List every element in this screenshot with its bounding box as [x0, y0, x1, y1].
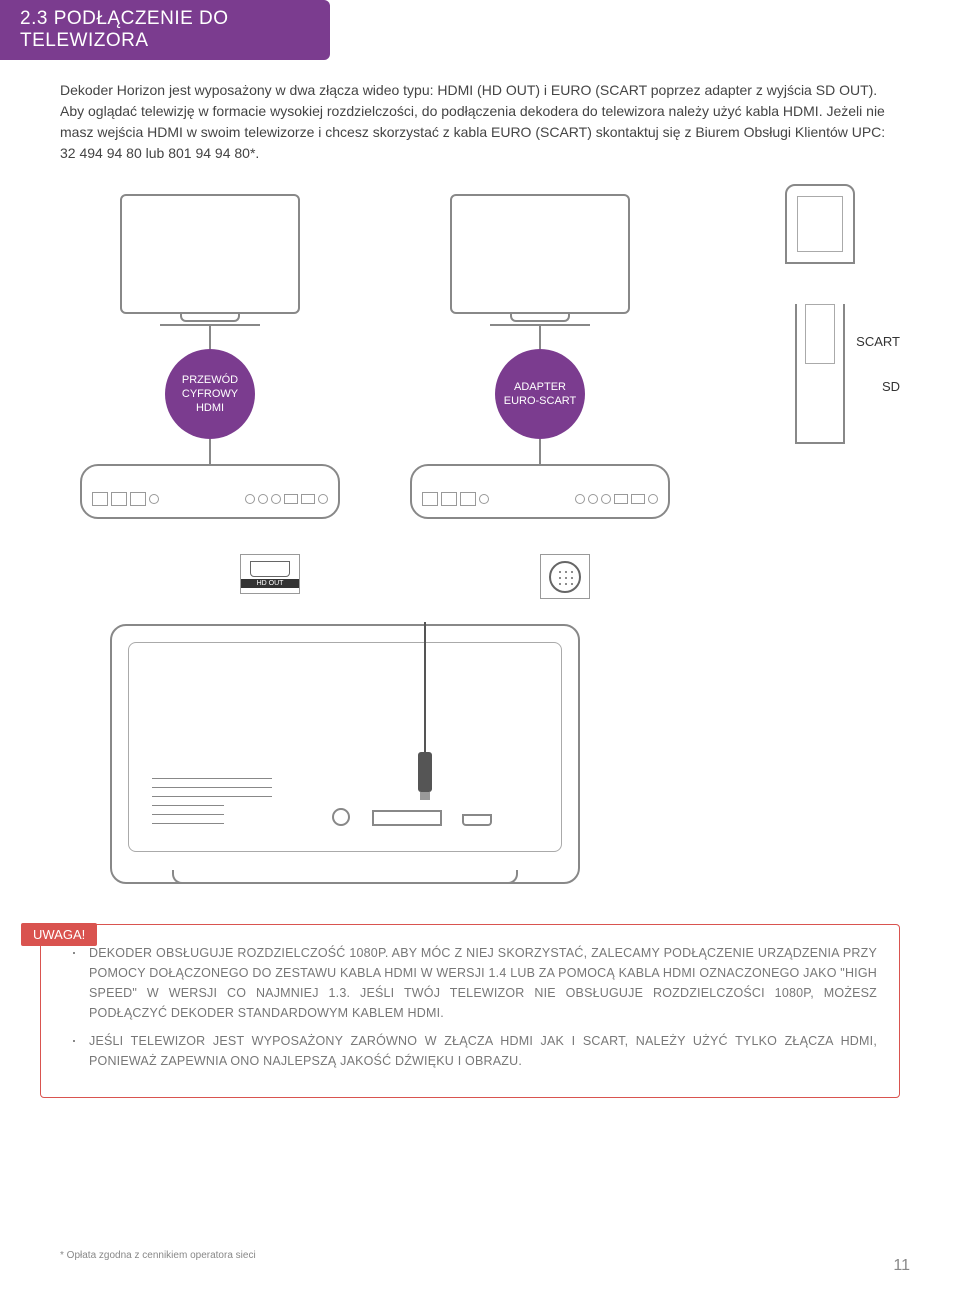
- port-icon: [245, 494, 255, 504]
- scart-badge: ADAPTER EURO-SCART: [495, 349, 585, 439]
- cable-badge1-down: [209, 439, 211, 465]
- hdmi-badge-l2: CYFROWY: [182, 387, 238, 401]
- scart-badge-l1: ADAPTER: [514, 380, 566, 394]
- decoder-ports-right: [422, 489, 658, 509]
- warning-item: JEŚLI TELEWIZOR JEST WYPOSAŻONY ZARÓWNO …: [71, 1031, 877, 1071]
- hdout-port-box: HD OUT: [240, 554, 300, 594]
- tv-stand-right: [510, 314, 570, 322]
- cable-badge2-down: [539, 439, 541, 465]
- tv-stand-left: [180, 314, 240, 322]
- port-icon: [460, 492, 476, 506]
- decoder-ports-left: [92, 489, 328, 509]
- decoder-back-left: [80, 464, 340, 519]
- scart-text-label: SCART: [856, 334, 900, 349]
- warning-note: UWAGA! DEKODER OBSŁUGUJE ROZDZIELCZOŚĆ 1…: [40, 924, 900, 1098]
- tv-back-panel: [110, 624, 580, 884]
- decoder-back-right: [410, 464, 670, 519]
- hdmi-port-icon: [250, 561, 290, 577]
- page-number: 11: [893, 1257, 910, 1275]
- hdmi-badge-l1: PRZEWÓD: [182, 373, 238, 387]
- port-icon: [318, 494, 328, 504]
- section-title: 2.3 PODŁĄCZENIE DO TELEWIZORA: [20, 8, 229, 51]
- cable-tv2-down: [539, 326, 541, 350]
- port-icon: [284, 494, 298, 504]
- sd-text-label: SD: [882, 379, 900, 394]
- section-header: 2.3 PODŁĄCZENIE DO TELEWIZORA: [0, 0, 330, 60]
- tv-port-circle-icon: [332, 808, 350, 826]
- port-icon: [149, 494, 159, 504]
- port-icon: [631, 494, 645, 504]
- tv-front-left: [120, 194, 300, 314]
- port-icon: [92, 492, 108, 506]
- port-icon: [130, 492, 146, 506]
- port-icon: [575, 494, 585, 504]
- intro-text: Dekoder Horizon jest wyposażony w dwa zł…: [60, 80, 900, 164]
- scart-port-box: [540, 554, 590, 599]
- tv-back-foot: [172, 870, 518, 884]
- tv-front-right: [450, 194, 630, 314]
- scart-head: [785, 184, 855, 264]
- warning-item: DEKODER OBSŁUGUJE ROZDZIELCZOŚĆ 1080P. A…: [71, 943, 877, 1023]
- port-icon: [648, 494, 658, 504]
- port-icon: [111, 492, 127, 506]
- hdmi-badge: PRZEWÓD CYFROWY HDMI: [165, 349, 255, 439]
- port-icon: [601, 494, 611, 504]
- hdmi-cable-tip: [420, 792, 430, 800]
- port-icon: [588, 494, 598, 504]
- port-icon: [422, 492, 438, 506]
- footnote: * Opłata zgodna z cennikiem operatora si…: [60, 1250, 256, 1261]
- connection-diagram: PRZEWÓD CYFROWY HDMI ADAPTER EURO-SCART …: [60, 184, 900, 904]
- port-icon: [479, 494, 489, 504]
- port-icon: [614, 494, 628, 504]
- port-icon: [258, 494, 268, 504]
- scart-port-icon: [549, 561, 581, 593]
- hdmi-cable-plug: [418, 752, 432, 792]
- intro-paragraph: Dekoder Horizon jest wyposażony w dwa zł…: [0, 60, 960, 174]
- hdmi-badge-l3: HDMI: [196, 401, 224, 415]
- hdmi-cable-wire: [424, 622, 426, 752]
- hdmi-cable-icon: [418, 622, 432, 797]
- port-icon: [271, 494, 281, 504]
- cable-tv1-down: [209, 326, 211, 350]
- vent-lines: [152, 770, 272, 832]
- tv-port-wide-icon: [372, 810, 442, 826]
- port-icon: [441, 492, 457, 506]
- tv-port-hdmi-icon: [462, 814, 492, 826]
- hdout-label: HD OUT: [241, 579, 299, 588]
- port-icon: [301, 494, 315, 504]
- scart-body-inner: [805, 304, 835, 364]
- scart-body: [795, 304, 845, 444]
- scart-plug-icon: [780, 184, 860, 434]
- scart-badge-l2: EURO-SCART: [504, 394, 577, 408]
- warning-list: DEKODER OBSŁUGUJE ROZDZIELCZOŚĆ 1080P. A…: [71, 943, 877, 1071]
